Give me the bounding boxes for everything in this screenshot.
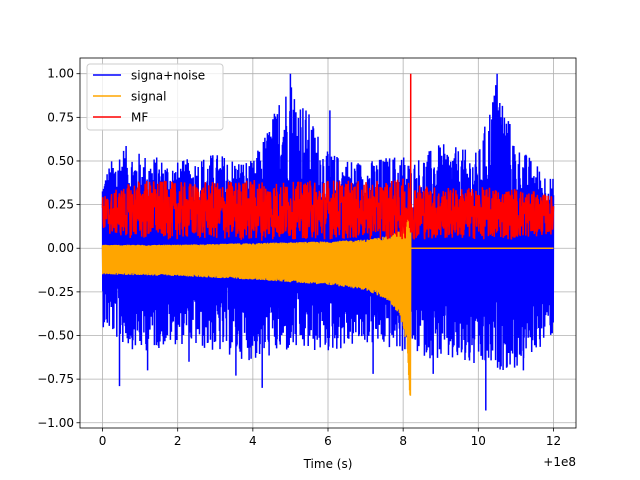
x-tick-label: 2 [174, 434, 182, 448]
x-axis-ticks: 0 2 4 6 8 10 12 [99, 428, 561, 448]
legend-label: signa+noise [131, 69, 205, 83]
x-tick-label: 0 [99, 434, 107, 448]
y-tick-label: 0.50 [47, 154, 74, 168]
x-tick-label: 6 [324, 434, 332, 448]
y-axis-ticks: −1.00 −0.75 −0.50 −0.25 0.00 0.25 0.50 0.75 1.00 [37, 67, 80, 430]
legend: signa+noise signal MF [86, 63, 224, 131]
y-tick-label: −0.50 [37, 329, 74, 343]
x-tick-label: 8 [399, 434, 407, 448]
legend-label: MF [131, 111, 148, 125]
x-tick-label: 10 [471, 434, 486, 448]
legend-label: signal [131, 90, 167, 104]
x-tick-label: 12 [546, 434, 561, 448]
y-tick-label: 0.75 [47, 110, 74, 124]
y-tick-label: −1.00 [37, 416, 74, 430]
y-tick-label: 0.25 [47, 198, 74, 212]
series-signal-noise-line [101, 73, 555, 411]
x-axis-label: Time (s) [303, 457, 353, 471]
series-mf-line [101, 73, 555, 241]
y-tick-label: 0.00 [47, 241, 74, 255]
y-tick-label: 1.00 [47, 67, 74, 81]
series-layer [101, 73, 555, 411]
legend-box [86, 63, 224, 131]
x-tick-label: 4 [249, 434, 257, 448]
y-tick-label: −0.75 [37, 372, 74, 386]
series-signal-line [101, 207, 554, 396]
y-tick-label: −0.25 [37, 285, 74, 299]
x-axis-offset-label: +1e8 [543, 455, 576, 469]
